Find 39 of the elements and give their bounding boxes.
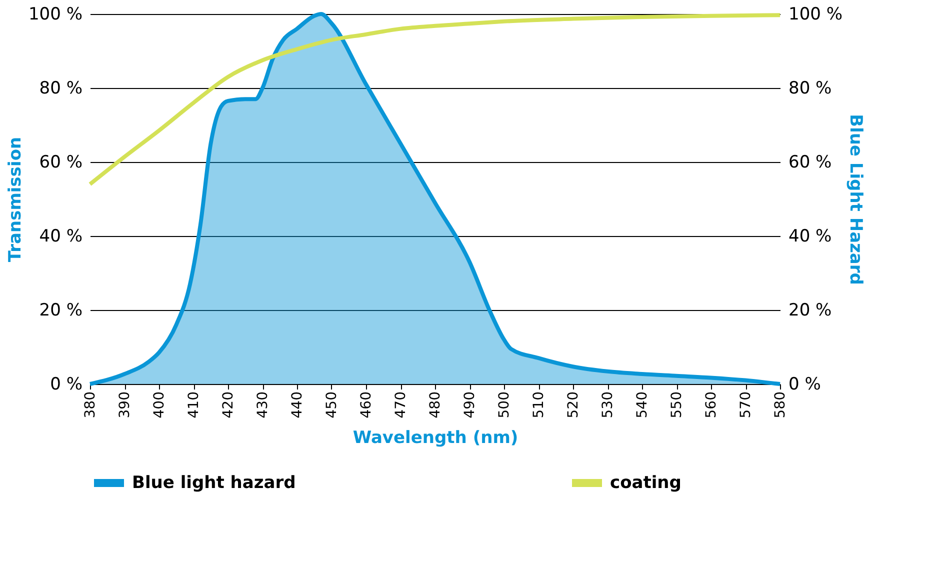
x-tick-label: 440 [290,392,306,418]
y2-tick-label: 100 % [788,4,843,24]
x-tick-label: 580 [772,392,788,418]
y-tick-label: 60 % [39,152,82,172]
y2-tick-label: 0 % [788,374,821,394]
x-tick-label: 540 [634,392,650,418]
x-tick-label: 510 [531,392,547,418]
y-tick-label: 80 % [39,78,82,98]
y-tick-label: 0 % [50,374,82,394]
x-tick-label: 480 [428,392,444,418]
x-tick-label: 500 [496,392,512,418]
y2-axis-title: Blue Light Hazard [846,114,866,285]
y2-tick-label: 80 % [788,78,832,98]
legend-label: Blue light hazard [132,473,296,493]
line-series [88,13,782,186]
x-tick-label: 430 [255,392,271,418]
y2-tick-label: 60 % [788,152,832,172]
y-tick-label: 40 % [39,226,82,246]
y-axis-title: Transmission [5,136,26,262]
x-axis-title: Wavelength (nm) [352,428,518,448]
x-tick-label: 520 [566,392,582,418]
x-tick-label: 380 [82,392,98,418]
x-tick-label: 400 [152,392,168,418]
y-tick-label: 20 % [39,300,82,320]
x-tick-label: 490 [462,392,478,418]
x-tick-label: 470 [393,392,409,418]
x-tick-label: 390 [117,392,133,418]
x-tick-label: 410 [186,392,202,418]
y2-tick-label: 20 % [788,300,832,320]
x-tick-label: 560 [704,392,720,418]
x-tick-label: 420 [220,392,236,418]
y2-tick-label: 40 % [788,226,832,246]
y-tick-label: 100 % [28,4,82,24]
x-tick-label: 450 [324,392,340,418]
x-tick-label: 570 [738,392,754,418]
legend-label: coating [610,473,682,493]
x-tick-label: 460 [358,392,374,418]
x-tick-label: 550 [669,392,685,418]
x-tick-label: 530 [600,392,616,418]
